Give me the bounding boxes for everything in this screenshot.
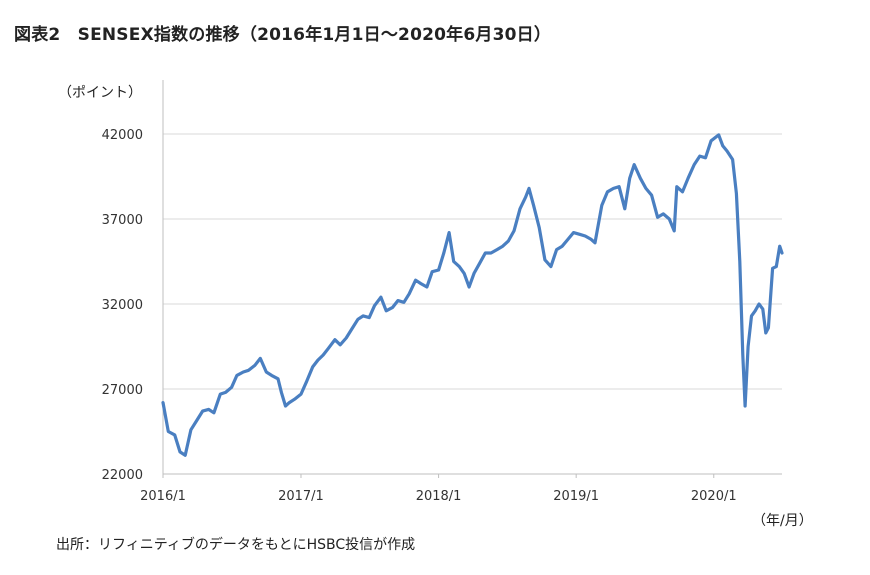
y-tick-label: 37000 [102, 213, 143, 228]
x-axis-unit-label: （年/月） [752, 513, 813, 529]
x-tick-label: 2016/1 [140, 489, 186, 504]
x-tick-label: 2019/1 [553, 489, 599, 504]
y-tick-label: 42000 [102, 128, 143, 143]
x-tick-label: 2017/1 [278, 489, 324, 504]
series [161, 133, 784, 457]
grid-lines [163, 133, 782, 390]
source-note: 出所：リフィニティブのデータをもとにHSBC投信が作成 [56, 537, 416, 553]
y-tick-labels: 22000 27000 32000 37000 42000 [102, 128, 143, 483]
y-tick-label: 27000 [102, 383, 143, 398]
chart-title: 図表2 SENSEX指数の推移（2016年1月1日～2020年6月30日） [14, 25, 552, 45]
y-tick-label: 22000 [102, 468, 143, 483]
x-tick-label: 2018/1 [416, 489, 462, 504]
sensex-series-line [161, 133, 784, 457]
x-tick-labels: 2016/1 2017/1 2018/1 2019/1 2020/1 [140, 489, 737, 504]
x-tick-label: 2020/1 [691, 489, 737, 504]
y-axis-unit-label: （ポイント） [58, 85, 142, 101]
y-tick-label: 32000 [102, 298, 143, 313]
